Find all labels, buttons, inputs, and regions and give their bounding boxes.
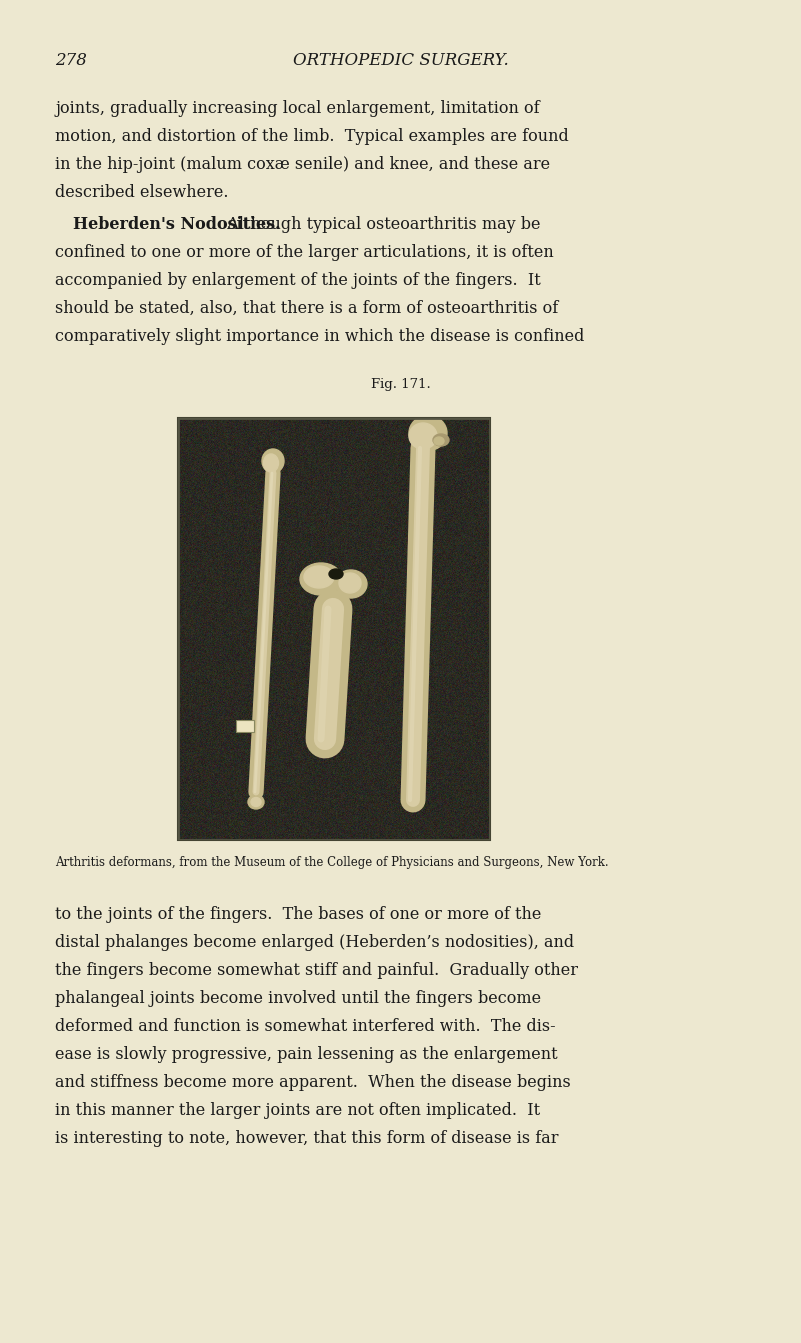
Text: motion, and distortion of the limb.  Typical examples are found: motion, and distortion of the limb. Typi… (55, 128, 569, 145)
Text: Heberden's Nodosities.: Heberden's Nodosities. (73, 216, 280, 232)
Text: to the joints of the fingers.  The bases of one or more of the: to the joints of the fingers. The bases … (55, 907, 541, 923)
Ellipse shape (409, 415, 447, 450)
Ellipse shape (339, 573, 361, 594)
Text: comparatively slight importance in which the disease is confined: comparatively slight importance in which… (55, 328, 585, 345)
Text: confined to one or more of the larger articulations, it is often: confined to one or more of the larger ar… (55, 244, 553, 261)
Ellipse shape (304, 565, 334, 588)
Text: joints, gradually increasing local enlargement, limitation of: joints, gradually increasing local enlar… (55, 99, 540, 117)
Text: ORTHOPEDIC SURGERY.: ORTHOPEDIC SURGERY. (292, 52, 509, 68)
Bar (178, 418, 490, 839)
Text: accompanied by enlargement of the joints of the fingers.  It: accompanied by enlargement of the joints… (55, 273, 541, 289)
Text: ease is slowly progressive, pain lessening as the enlargement: ease is slowly progressive, pain lesseni… (55, 1046, 557, 1064)
Ellipse shape (251, 798, 261, 807)
Text: in this manner the larger joints are not often implicated.  It: in this manner the larger joints are not… (55, 1103, 540, 1119)
Text: Fig. 171.: Fig. 171. (371, 377, 430, 391)
Ellipse shape (262, 449, 284, 473)
Text: Although typical osteoarthritis may be: Although typical osteoarthritis may be (217, 216, 541, 232)
Ellipse shape (409, 423, 437, 449)
Text: and stiffness become more apparent.  When the disease begins: and stiffness become more apparent. When… (55, 1074, 571, 1091)
Ellipse shape (329, 569, 343, 579)
Text: should be stated, also, that there is a form of osteoarthritis of: should be stated, also, that there is a … (55, 299, 558, 317)
Text: described elsewhere.: described elsewhere. (55, 184, 228, 201)
Text: deformed and function is somewhat interfered with.  The dis-: deformed and function is somewhat interf… (55, 1018, 556, 1035)
Ellipse shape (434, 436, 444, 445)
Text: the fingers become somewhat stiff and painful.  Gradually other: the fingers become somewhat stiff and pa… (55, 962, 578, 979)
Text: Arthritis deformans, from the Museum of the College of Physicians and Surgeons, : Arthritis deformans, from the Museum of … (55, 855, 609, 869)
Ellipse shape (433, 434, 449, 446)
Text: phalangeal joints become involved until the fingers become: phalangeal joints become involved until … (55, 990, 541, 1007)
Ellipse shape (264, 454, 279, 471)
Text: is interesting to note, however, that this form of disease is far: is interesting to note, however, that th… (55, 1129, 558, 1147)
Text: distal phalanges become enlarged (Heberden’s nodosities), and: distal phalanges become enlarged (Heberd… (55, 933, 574, 951)
Text: in the hip-joint (malum coxæ senile) and knee, and these are: in the hip-joint (malum coxæ senile) and… (55, 156, 550, 173)
Ellipse shape (335, 569, 367, 598)
Ellipse shape (300, 563, 342, 595)
Bar (236, 720, 254, 732)
Text: 278: 278 (55, 52, 87, 68)
Ellipse shape (248, 795, 264, 808)
